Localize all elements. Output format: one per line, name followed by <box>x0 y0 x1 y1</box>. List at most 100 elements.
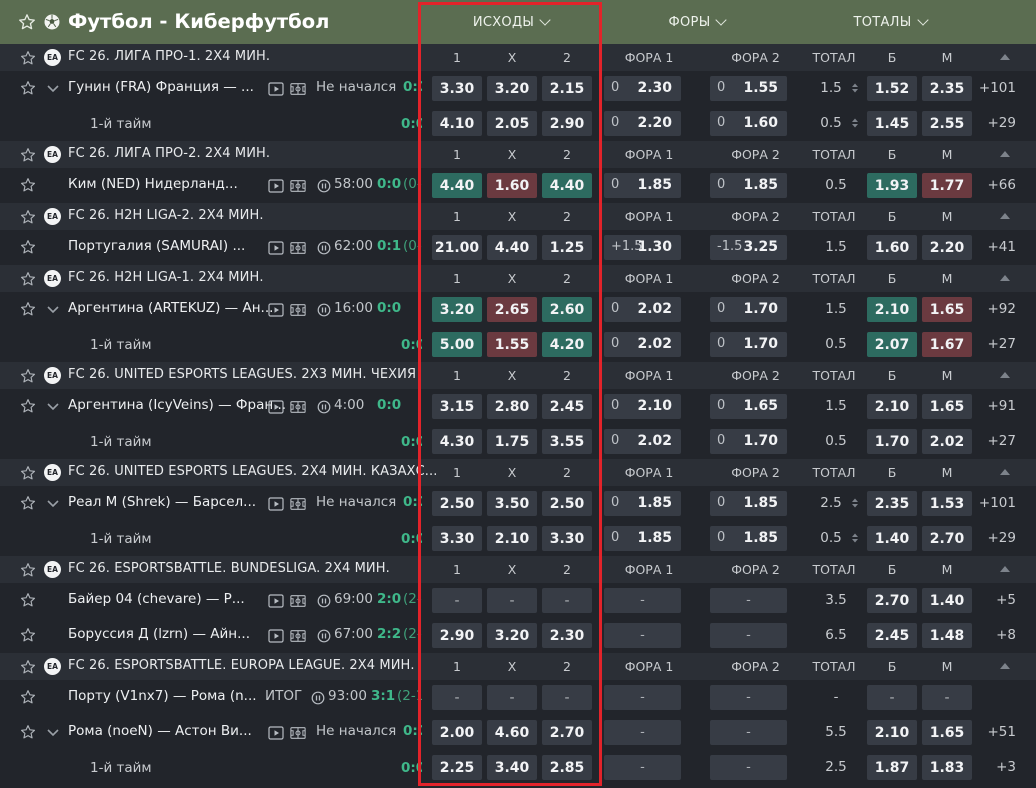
odds-button[interactable]: 1.25 <box>542 235 592 260</box>
odds-button[interactable]: - <box>542 685 592 710</box>
market-dropdown-handicaps[interactable]: ФОРЫ <box>612 0 782 44</box>
match-name[interactable]: Ким (NED) Нидерланд... <box>68 176 238 192</box>
odds-button[interactable]: 2.50 <box>542 491 592 516</box>
handicap-1-button[interactable]: 0 1.85 <box>604 491 681 516</box>
match-row[interactable]: Гунин (FRA) Франция — ... Не начался 0:0 3.… <box>0 71 1036 106</box>
handicap-2-button[interactable]: 0 1.70 <box>710 297 787 322</box>
handicap-2-button[interactable]: 0 1.70 <box>710 332 787 357</box>
odds-button[interactable]: 2.45 <box>542 394 592 419</box>
handicap-1-button[interactable]: 0 2.02 <box>604 297 681 322</box>
more-markets-link[interactable]: +27 <box>987 433 1017 449</box>
more-markets-link[interactable]: +8 <box>996 627 1016 643</box>
odds-button[interactable]: - <box>432 588 482 613</box>
favorite-star-icon[interactable] <box>20 724 36 740</box>
favorite-star-icon[interactable] <box>20 271 36 287</box>
favorite-star-icon[interactable] <box>20 80 36 96</box>
odds-button[interactable]: 1.48 <box>922 623 972 648</box>
odds-button[interactable]: 2.65 <box>487 297 537 322</box>
more-markets-link[interactable]: +29 <box>987 530 1017 546</box>
favorite-star-icon[interactable] <box>20 495 36 511</box>
chevron-down-icon[interactable] <box>46 499 60 509</box>
odds-button[interactable]: 4.40 <box>542 173 592 198</box>
odds-button[interactable]: 3.40 <box>487 755 537 780</box>
total-stepper-icon[interactable] <box>851 117 859 129</box>
pitch-animation-icon[interactable] <box>290 82 306 96</box>
favorite-star-icon[interactable] <box>20 147 36 163</box>
more-markets-link[interactable]: +5 <box>996 592 1016 608</box>
odds-button[interactable]: 4.40 <box>432 173 482 198</box>
odds-button[interactable]: 2.90 <box>432 623 482 648</box>
odds-button[interactable]: 2.05 <box>487 111 537 136</box>
odds-button[interactable]: 2.55 <box>922 111 972 136</box>
video-stream-icon[interactable] <box>268 497 284 511</box>
odds-button[interactable]: 1.87 <box>867 755 917 780</box>
video-stream-icon[interactable] <box>268 594 284 608</box>
odds-button[interactable]: 2.10 <box>867 394 917 419</box>
favorite-star-icon[interactable] <box>18 13 36 31</box>
match-row[interactable]: Аргентина (ARTEKUZ) — Ан... 16:00 0:0 3.20 2… <box>0 292 1036 327</box>
chevron-down-icon[interactable] <box>46 728 60 738</box>
odds-button[interactable]: 2.07 <box>867 332 917 357</box>
pitch-animation-icon[interactable] <box>290 400 306 414</box>
odds-button[interactable]: 1.77 <box>922 173 972 198</box>
submatch-row[interactable]: 1-й тайм 0:0 4.30 1.75 3.55 0 2.02 0 1.70 0.5 1.70… <box>0 424 1036 459</box>
total-stepper-icon[interactable] <box>851 82 859 94</box>
pitch-animation-icon[interactable] <box>290 629 306 643</box>
handicap-2-button[interactable]: 0 1.85 <box>710 491 787 516</box>
odds-button[interactable]: 2.10 <box>867 297 917 322</box>
favorite-star-icon[interactable] <box>20 398 36 414</box>
pitch-animation-icon[interactable] <box>290 497 306 511</box>
pitch-animation-icon[interactable] <box>290 179 306 193</box>
submatch-row[interactable]: 1-й тайм 0:0 3.30 2.10 3.30 0 1.85 0 1.85 0.5 1.40… <box>0 521 1036 556</box>
more-markets-link[interactable]: +29 <box>987 115 1017 131</box>
video-stream-icon[interactable] <box>268 241 284 255</box>
odds-button[interactable]: 2.35 <box>922 76 972 101</box>
handicap-1-button[interactable]: - <box>604 720 681 745</box>
favorite-star-icon[interactable] <box>20 50 36 66</box>
favorite-star-icon[interactable] <box>20 209 36 225</box>
chevron-up-icon[interactable] <box>998 465 1012 479</box>
favorite-star-icon[interactable] <box>20 562 36 578</box>
odds-button[interactable]: 4.20 <box>542 332 592 357</box>
handicap-1-button[interactable]: 0 2.02 <box>604 429 681 454</box>
match-row[interactable]: Португалия (SAMURAI) ... 62:00 0:1 (0-1 21.0… <box>0 230 1036 265</box>
more-markets-link[interactable]: +66 <box>987 177 1017 193</box>
odds-button[interactable]: 2.25 <box>432 755 482 780</box>
chevron-up-icon[interactable] <box>998 147 1012 161</box>
submatch-row[interactable]: 1-й тайм 0:0 5.00 1.55 4.20 0 2.02 0 1.70 0.5 2.07… <box>0 327 1036 362</box>
more-markets-link[interactable]: +101 <box>978 495 1016 511</box>
odds-button[interactable]: 3.15 <box>432 394 482 419</box>
odds-button[interactable]: 2.20 <box>922 235 972 260</box>
handicap-1-button[interactable]: 0 1.85 <box>604 173 681 198</box>
submatch-row[interactable]: 1-й тайм 0:0 4.10 2.05 2.90 0 2.20 0 1.60 0.5 1.45… <box>0 106 1036 141</box>
handicap-1-button[interactable]: 0 2.02 <box>604 332 681 357</box>
handicap-2-button[interactable]: -1.5 3.25 <box>710 235 787 260</box>
odds-button[interactable]: 4.40 <box>487 235 537 260</box>
odds-button[interactable]: 21.00 <box>432 235 482 260</box>
handicap-1-button[interactable]: - <box>604 623 681 648</box>
pitch-animation-icon[interactable] <box>290 241 306 255</box>
chevron-up-icon[interactable] <box>998 368 1012 382</box>
odds-button[interactable]: 2.70 <box>542 720 592 745</box>
favorite-star-icon[interactable] <box>20 177 36 193</box>
odds-button[interactable]: 2.50 <box>432 491 482 516</box>
submatch-row[interactable]: 1-й тайм 0:0 2.25 3.40 2.85- -2.5 1.87 1.83 +3 <box>0 750 1036 785</box>
more-markets-link[interactable]: +91 <box>987 398 1017 414</box>
odds-button[interactable]: 3.20 <box>432 297 482 322</box>
favorite-star-icon[interactable] <box>20 627 36 643</box>
handicap-1-button[interactable]: - <box>604 755 681 780</box>
odds-button[interactable]: - <box>487 588 537 613</box>
odds-button[interactable]: 2.10 <box>487 526 537 551</box>
odds-button[interactable]: 1.55 <box>487 332 537 357</box>
match-row[interactable]: Аргентина (IcyVeins) — Фран... 4:00 0:0 3.1… <box>0 389 1036 424</box>
handicap-1-button[interactable]: - <box>604 588 681 613</box>
handicap-2-button[interactable]: - <box>710 623 787 648</box>
odds-button[interactable]: 1.65 <box>922 297 972 322</box>
handicap-2-button[interactable]: - <box>710 720 787 745</box>
odds-button[interactable]: - <box>922 685 972 710</box>
favorite-star-icon[interactable] <box>20 368 36 384</box>
odds-button[interactable]: 3.20 <box>487 623 537 648</box>
handicap-1-button[interactable]: 0 2.30 <box>604 76 681 101</box>
odds-button[interactable]: 2.70 <box>922 526 972 551</box>
odds-button[interactable]: 1.75 <box>487 429 537 454</box>
